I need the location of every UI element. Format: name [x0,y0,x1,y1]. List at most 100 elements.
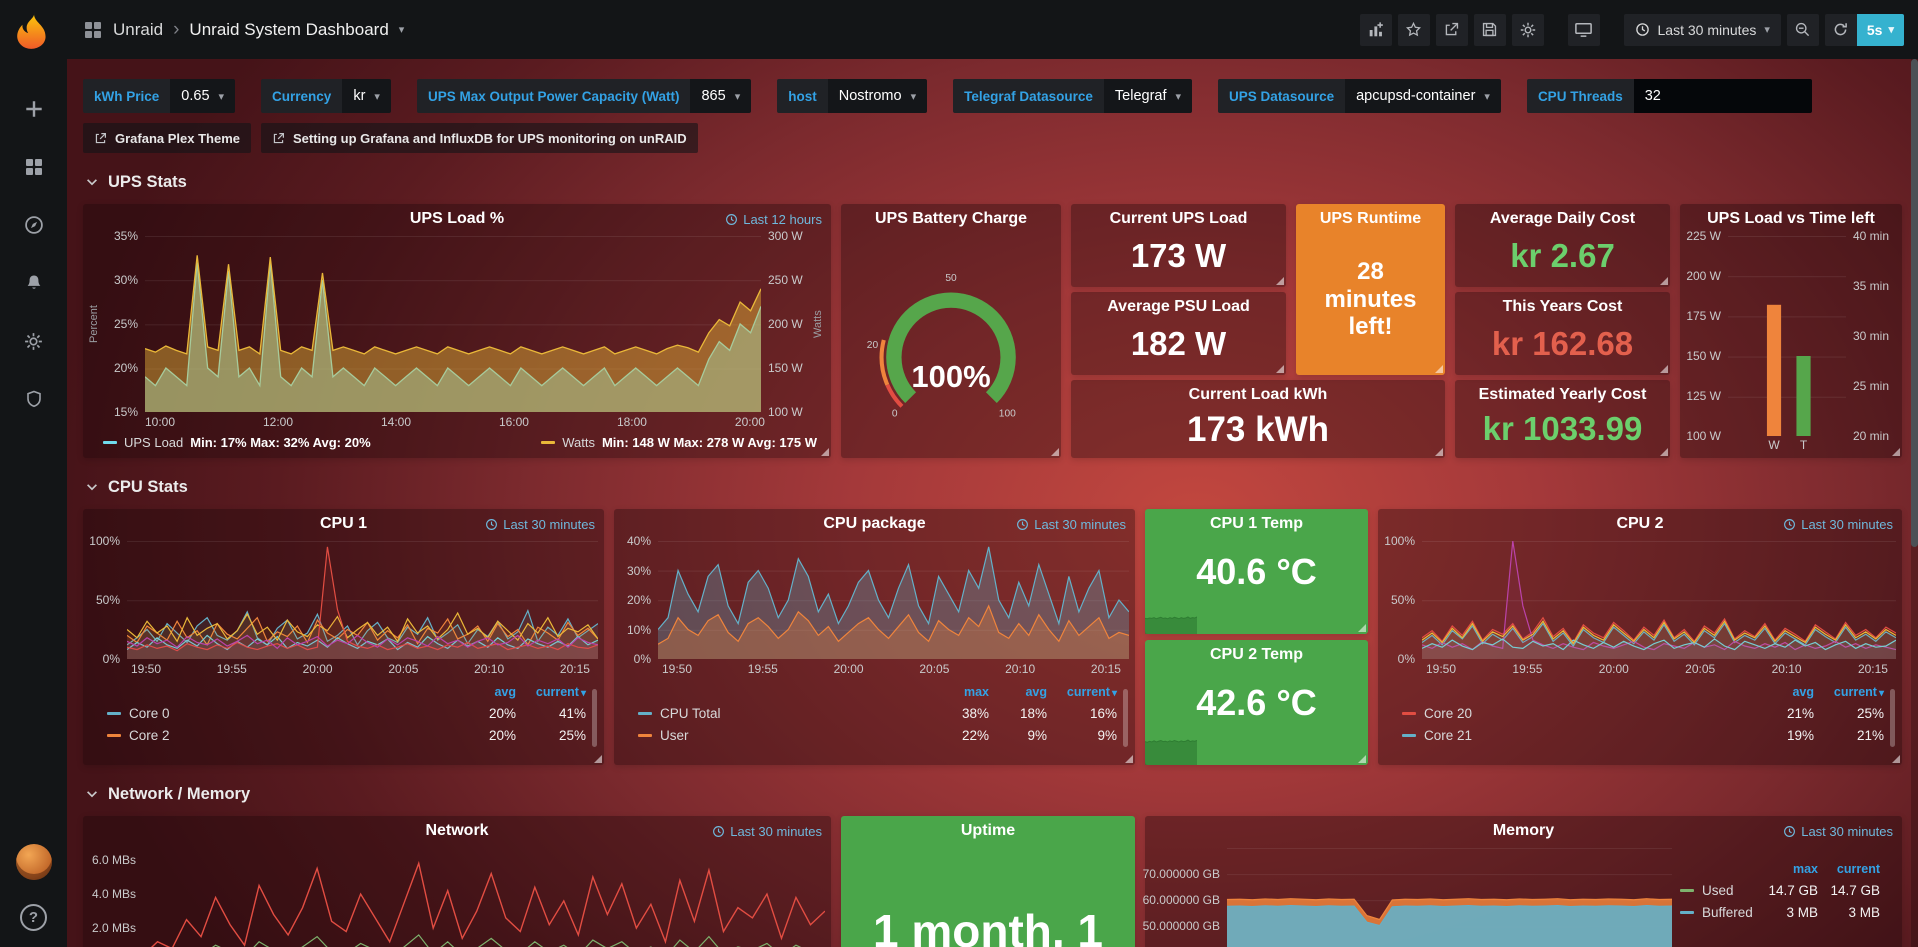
panel-title[interactable]: UPS Battery Charge [874,210,1028,227]
dashboard-settings-button[interactable] [1511,13,1544,46]
panel-title[interactable]: CPU 1 Temp [1209,515,1304,532]
panel-resize-handle[interactable] [1660,277,1668,285]
server-admin-shield-icon[interactable] [23,388,45,410]
panel-resize-handle[interactable] [594,755,602,763]
panel-title[interactable]: Current UPS Load [1109,210,1248,227]
dashboard-scrollbar[interactable] [1911,59,1918,947]
dashboard-grid-icon[interactable] [83,20,103,40]
panel-title[interactable]: UPS Runtime [1319,210,1422,227]
panel-title[interactable]: Average Daily Cost [1489,210,1636,227]
dashboards-icon[interactable] [23,156,45,178]
legend-series-core2[interactable]: Core 2 [107,728,454,743]
tv-mode-button[interactable] [1567,13,1600,46]
help-icon[interactable]: ? [20,904,47,931]
variable-value-dropdown[interactable]: 0.65 ▾ [170,79,236,113]
ups-load-chart[interactable] [145,236,761,412]
legend-col-avg[interactable]: avg [1025,685,1047,699]
panel-title[interactable]: CPU package [823,515,926,532]
legend-col-current[interactable]: current [1836,862,1880,876]
row-header-cpu-stats[interactable]: CPU Stats [85,474,1902,500]
variable-value-dropdown[interactable]: apcupsd-container ▾ [1345,79,1501,113]
refresh-button[interactable] [1824,13,1857,46]
time-range-picker[interactable]: Last 30 minutes ▾ [1623,13,1781,46]
alerting-bell-icon[interactable] [23,272,45,294]
legend-series-buffered[interactable]: Buffered [1680,905,1756,920]
panel-title[interactable]: UPS Load vs Time left [1707,210,1875,227]
panel-title[interactable]: CPU 2 [1616,515,1664,532]
panel-title[interactable]: Uptime [960,822,1016,839]
dashboard-link-plex-theme[interactable]: Grafana Plex Theme [83,123,251,153]
panel-resize-handle[interactable] [1892,448,1900,456]
variable-value-dropdown[interactable]: Telegraf ▾ [1103,79,1193,113]
dashboard-link-ups-guide[interactable]: Setting up Grafana and InfluxDB for UPS … [261,123,698,153]
panel-resize-handle[interactable] [821,448,829,456]
panel-time-override[interactable]: Last 30 minutes [1016,517,1126,532]
share-button[interactable] [1435,13,1468,46]
panel-title[interactable]: CPU 2 Temp [1209,646,1304,663]
panel-resize-handle[interactable] [1435,448,1443,456]
panel-title[interactable]: CPU 1 [319,515,368,532]
legend-series-core20[interactable]: Core 20 [1402,706,1752,721]
panel-resize-handle[interactable] [1358,624,1366,632]
legend-item-ups-load[interactable]: UPS Load Min: 17% Max: 32% Avg: 20% [103,435,371,450]
legend-series-user[interactable]: User [638,728,931,743]
legend-series-used[interactable]: Used [1680,883,1756,898]
panel-resize-handle[interactable] [1358,755,1366,763]
panel-resize-handle[interactable] [1660,448,1668,456]
panel-title[interactable]: Average PSU Load [1107,298,1250,315]
cpu2-chart[interactable] [1422,541,1896,659]
legend-item-watts[interactable]: Watts Min: 148 W Max: 278 W Avg: 175 W [541,435,817,450]
breadcrumb-dashboard-title[interactable]: Unraid System Dashboard [189,19,389,39]
create-icon[interactable] [23,98,45,120]
zoom-out-button[interactable] [1786,13,1819,46]
panel-time-override[interactable]: Last 30 minutes [1783,517,1893,532]
legend-series-core21[interactable]: Core 21 [1402,728,1752,743]
configuration-gear-icon[interactable] [23,330,45,352]
panel-time-override[interactable]: Last 12 hours [725,212,822,227]
legend-col-current[interactable]: current ▾ [1833,685,1884,699]
panel-time-override[interactable]: Last 30 minutes [712,824,822,839]
legend-series-core0[interactable]: Core 0 [107,706,454,721]
legend-col-max[interactable]: max [963,685,989,699]
row-header-network-memory[interactable]: Network / Memory [85,781,1902,807]
variable-value-dropdown[interactable]: kr ▾ [342,79,391,113]
network-chart[interactable] [143,848,825,947]
legend-col-max[interactable]: max [1792,862,1818,876]
user-avatar[interactable] [15,844,52,880]
cpu-threads-input[interactable]: 32 [1633,79,1812,113]
memory-chart[interactable] [1227,848,1672,947]
panel-time-override[interactable]: Last 30 minutes [485,517,595,532]
cpu-package-chart[interactable] [658,541,1129,659]
panel-resize-handle[interactable] [1276,365,1284,373]
legend-series-cpu-total[interactable]: CPU Total [638,706,931,721]
legend-scrollbar[interactable] [1123,689,1128,747]
panel-resize-handle[interactable] [1051,448,1059,456]
panel-time-override[interactable]: Last 30 minutes [1783,824,1893,839]
dashboard-dropdown-caret-icon[interactable]: ▾ [398,24,405,36]
legend-col-current[interactable]: current ▾ [1066,685,1117,699]
panel-resize-handle[interactable] [1892,755,1900,763]
add-panel-button[interactable] [1359,13,1392,46]
panel-title[interactable]: UPS Load % [409,210,505,227]
refresh-interval-select[interactable]: 5s ▾ [1856,13,1904,46]
legend-col-avg[interactable]: avg [494,685,516,699]
panel-resize-handle[interactable] [1435,365,1443,373]
panel-title[interactable]: Estimated Yearly Cost [1478,386,1647,403]
grafana-logo[interactable] [13,10,55,52]
panel-resize-handle[interactable] [1125,755,1133,763]
panel-resize-handle[interactable] [1660,365,1668,373]
ups-bars-chart[interactable]: W T [1728,236,1846,452]
explore-compass-icon[interactable] [23,214,45,236]
panel-resize-handle[interactable] [1276,277,1284,285]
breadcrumb-folder[interactable]: Unraid [113,19,164,39]
cpu1-chart[interactable] [127,541,598,659]
panel-title[interactable]: This Years Cost [1502,298,1623,315]
legend-scrollbar[interactable] [1890,689,1895,747]
panel-title[interactable]: Network [425,822,489,839]
variable-value-dropdown[interactable]: Nostromo ▾ [827,79,928,113]
legend-col-current[interactable]: current ▾ [535,685,586,699]
legend-scrollbar[interactable] [592,689,597,747]
scrollbar-thumb[interactable] [1911,59,1918,548]
variable-value-dropdown[interactable]: 865 ▾ [690,79,752,113]
star-button[interactable] [1397,13,1430,46]
